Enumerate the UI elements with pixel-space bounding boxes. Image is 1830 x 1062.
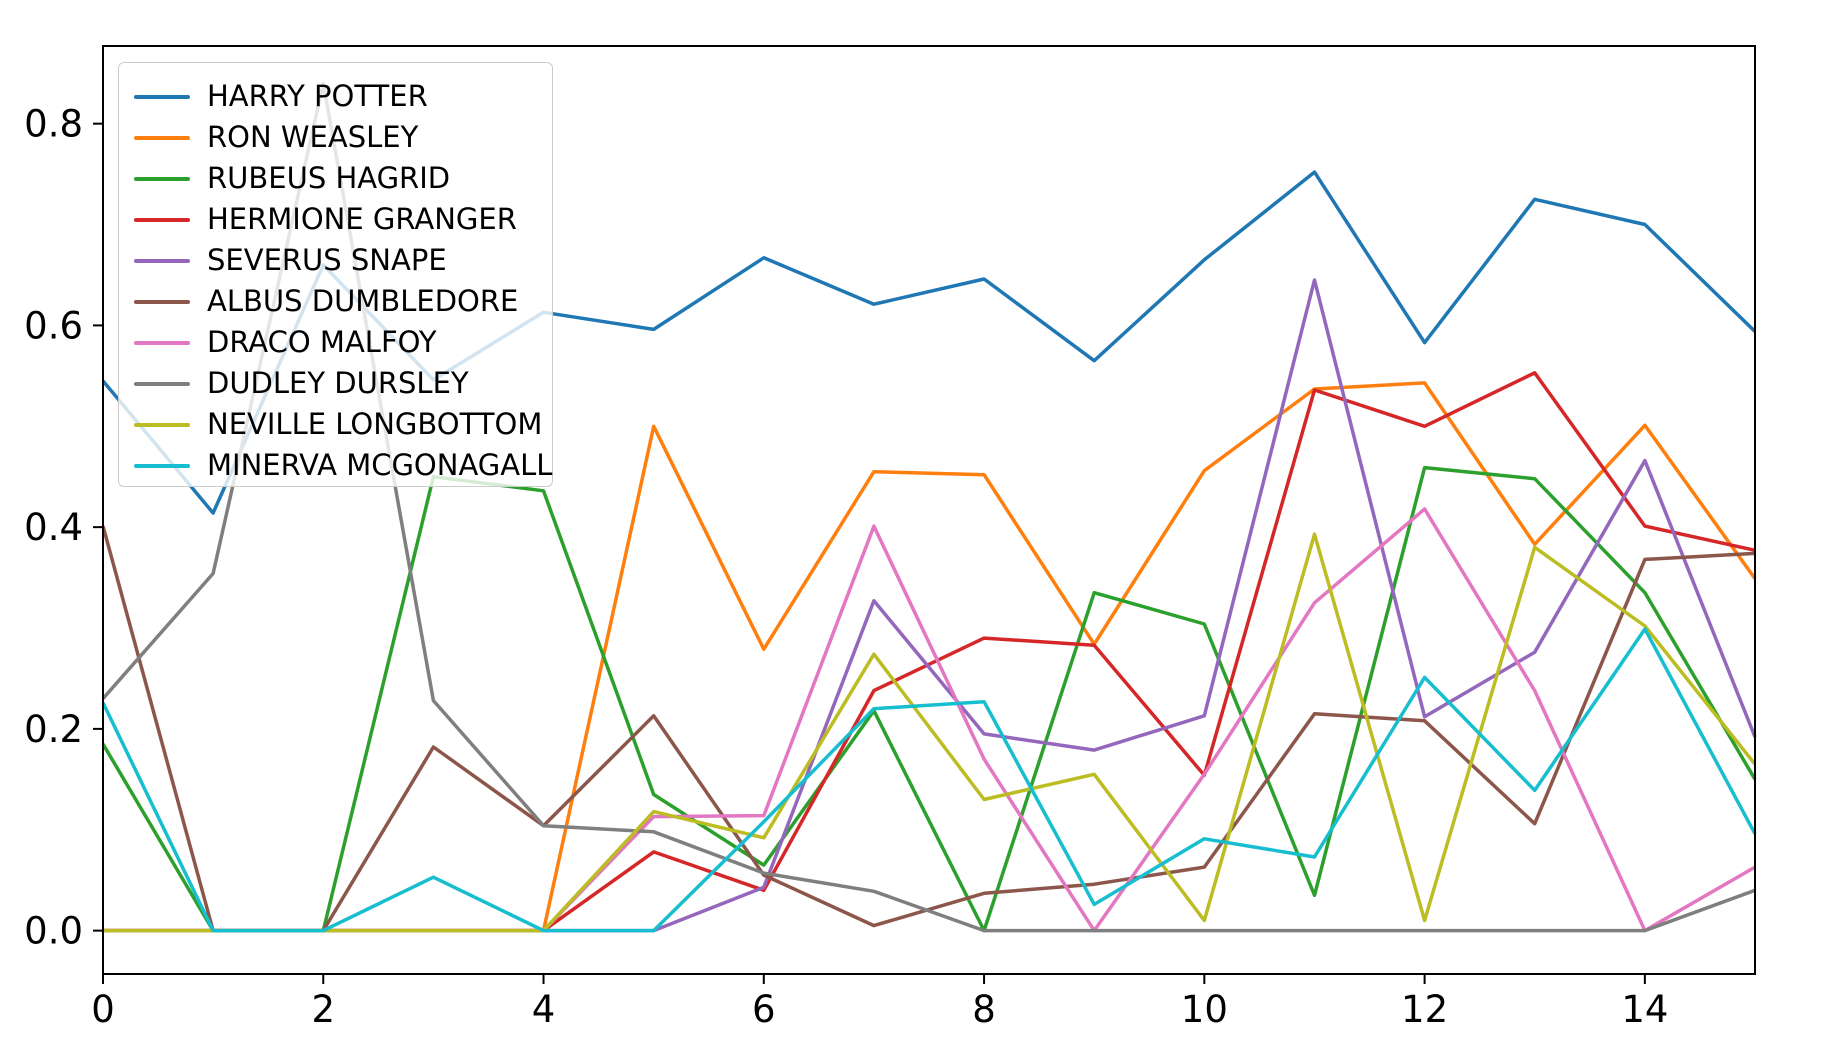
legend-label: HERMIONE GRANGER (207, 202, 517, 236)
plot-frame (102, 45, 1756, 975)
legend-item-draco-malfoy: DRACO MALFOY (134, 322, 552, 363)
y-tick-label: 0.8 (24, 103, 83, 146)
legend-label: ALBUS DUMBLEDORE (207, 284, 519, 318)
legend-box: HARRY POTTER RON WEASLEY RUBEUS HAGRID HERM… (118, 62, 553, 487)
legend-line-swatch (134, 422, 190, 427)
legend-item-hermione-granger: HERMIONE GRANGER (134, 199, 552, 240)
series-line-neville-longbottom (103, 532, 1757, 933)
legend-item-severus-snape: SEVERUS SNAPE (134, 240, 552, 281)
x-tick-label: 10 (1181, 988, 1228, 1031)
legend-line-swatch (134, 135, 190, 140)
x-tick-label: 4 (532, 988, 556, 1031)
series-line-draco-malfoy (103, 507, 1756, 933)
legend-line-swatch (134, 299, 190, 304)
legend-item-dudley-dursley: DUDLEY DURSLEY (134, 363, 552, 404)
series-line-minerva-mcgonagall (101, 627, 1757, 933)
legend-label: NEVILLE LONGBOTTOM (207, 407, 543, 441)
legend-item-minerva-mcgonagall: MINERVA MCGONAGALL (134, 445, 552, 486)
x-tick-label: 14 (1621, 988, 1668, 1031)
legend-label: DUDLEY DURSLEY (207, 366, 469, 400)
legend-label: MINERVA MCGONAGALL (207, 448, 553, 482)
legend-line-swatch (134, 94, 190, 99)
series-line-rubeus-hagrid (101, 465, 1757, 933)
x-tick-label: 6 (752, 988, 776, 1031)
legend-label: RUBEUS HAGRID (207, 161, 451, 195)
legend-label: HARRY POTTER (207, 79, 428, 113)
legend-line-swatch (134, 258, 190, 263)
x-tick-label: 8 (972, 988, 996, 1031)
legend-line-swatch (134, 340, 190, 345)
legend-line-swatch (134, 176, 190, 181)
legend-line-swatch (134, 217, 190, 222)
legend-line-swatch (134, 381, 190, 386)
y-tick-label: 0.4 (24, 506, 83, 549)
y-tick-label: 0.6 (24, 304, 83, 347)
x-tick-label: 2 (311, 988, 335, 1031)
x-tick-label: 0 (91, 988, 115, 1031)
x-tick-label: 12 (1401, 988, 1448, 1031)
legend-label: SEVERUS SNAPE (207, 243, 447, 277)
legend-item-ron-weasley: RON WEASLEY (134, 117, 552, 158)
y-tick-label: 0.0 (24, 910, 83, 953)
legend-label: RON WEASLEY (207, 120, 419, 154)
legend-item-rubeus-hagrid: RUBEUS HAGRID (134, 158, 552, 199)
y-tick-label: 0.2 (24, 708, 83, 751)
legend-item-harry-potter: HARRY POTTER (134, 76, 552, 117)
legend-item-neville-longbottom: NEVILLE LONGBOTTOM (134, 404, 552, 445)
legend-item-albus-dumbledore: ALBUS DUMBLEDORE (134, 281, 552, 322)
legend-line-swatch (134, 463, 190, 468)
legend-label: DRACO MALFOY (207, 325, 437, 359)
